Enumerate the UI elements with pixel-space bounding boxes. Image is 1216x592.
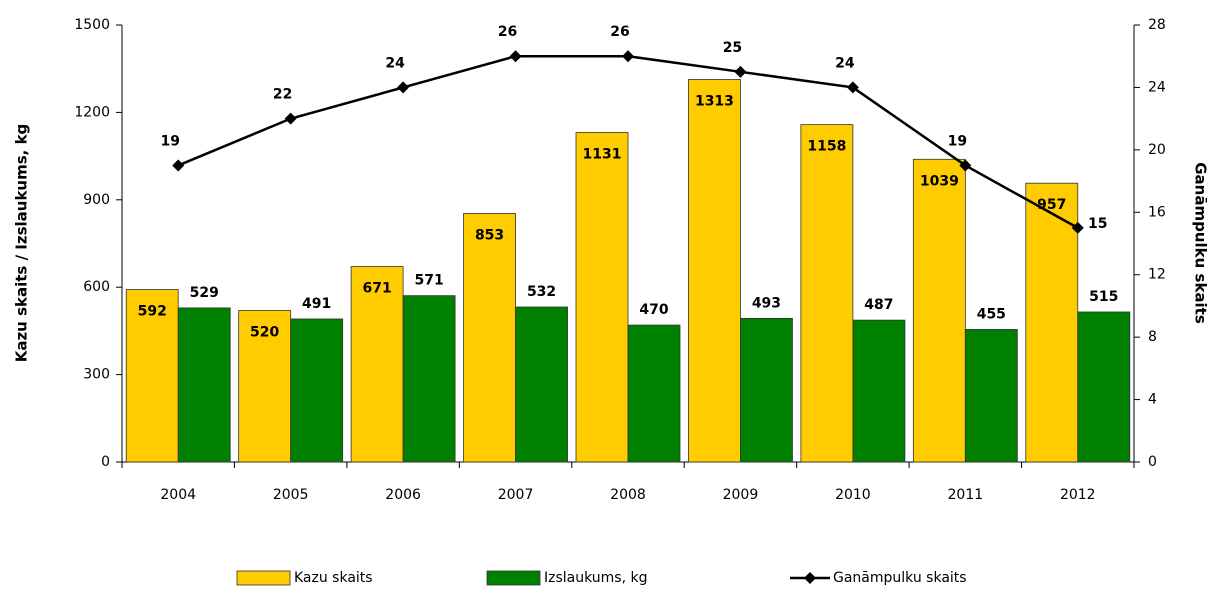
x-tick-label: 2004	[160, 487, 196, 503]
data-label: 957	[1037, 197, 1066, 213]
line-marker	[622, 50, 634, 63]
y2-tick-label: 16	[1148, 204, 1166, 220]
y2-tick-label: 0	[1148, 454, 1157, 470]
data-label: 853	[475, 227, 504, 243]
bar	[575, 132, 629, 463]
bar	[177, 307, 231, 463]
x-tick-label: 2010	[835, 487, 871, 503]
bar	[800, 124, 854, 463]
x-tick-label: 2006	[385, 487, 421, 503]
line-marker	[397, 81, 410, 94]
data-label: 493	[752, 295, 781, 311]
y2-tick-label: 4	[1148, 392, 1157, 408]
bar	[912, 158, 966, 463]
y-tick-label: 1200	[74, 104, 110, 120]
bar	[402, 295, 456, 463]
bar	[852, 319, 906, 463]
legend-label: Kazu skaits	[294, 570, 373, 586]
y-axis-label: Kazu skaits / Izslaukums, kg	[13, 124, 31, 363]
line-label: 19	[948, 133, 967, 149]
bar	[515, 306, 568, 463]
data-label: 529	[190, 285, 219, 301]
bar	[627, 324, 681, 463]
data-label: 592	[138, 304, 167, 320]
bar	[290, 318, 344, 463]
x-tick-label: 2011	[948, 487, 984, 503]
bar	[350, 266, 404, 463]
line-marker	[284, 112, 297, 125]
y2-axis-label: Ganāmpulku skaits	[1192, 162, 1210, 324]
line-label: 25	[723, 40, 742, 56]
line-label: 26	[498, 24, 517, 40]
y-tick-label: 900	[83, 192, 110, 208]
line-marker	[734, 65, 747, 78]
x-tick-label: 2012	[1060, 487, 1096, 503]
y2-tick-label: 8	[1148, 329, 1157, 345]
x-tick-label: 2008	[610, 487, 646, 503]
legend-swatch	[236, 570, 291, 586]
line-marker	[509, 50, 522, 63]
y-tick-label: 300	[83, 367, 110, 383]
line-label: 26	[610, 24, 629, 40]
x-tick-label: 2009	[723, 487, 759, 503]
legend-label: Izslaukums, kg	[544, 570, 648, 586]
x-tick-label: 2007	[498, 487, 534, 503]
data-label: 1131	[583, 147, 622, 163]
y-tick-label: 600	[83, 279, 110, 295]
y-tick-label: 1500	[74, 17, 110, 33]
line-marker	[959, 159, 972, 172]
line-label: 22	[273, 87, 292, 103]
line-marker	[172, 159, 185, 172]
data-label: 515	[1089, 289, 1118, 305]
line-label: 24	[385, 55, 405, 71]
y2-tick-label: 12	[1148, 267, 1166, 283]
data-label: 671	[362, 281, 391, 297]
data-label: 1158	[807, 139, 846, 155]
data-label: 455	[977, 306, 1006, 322]
data-label: 491	[302, 296, 331, 312]
data-label: 520	[250, 325, 279, 341]
data-label: 1313	[695, 93, 734, 109]
data-label: 470	[639, 302, 668, 318]
bar	[1077, 311, 1131, 463]
bar	[238, 310, 292, 463]
y2-tick-label: 20	[1148, 142, 1166, 158]
data-label: 532	[527, 284, 556, 300]
data-label: 571	[414, 273, 443, 289]
line-label: 24	[835, 55, 855, 71]
bar	[740, 317, 793, 463]
legend-label: Ganāmpulku skaits	[833, 570, 967, 586]
line-marker	[1071, 221, 1084, 234]
bar	[463, 213, 516, 463]
bar	[1025, 182, 1079, 463]
y2-tick-label: 24	[1148, 79, 1166, 95]
x-tick-label: 2005	[273, 487, 309, 503]
bar	[688, 79, 741, 463]
y2-tick-label: 28	[1148, 17, 1166, 33]
line-label: 15	[1088, 216, 1107, 232]
bar	[964, 329, 1018, 463]
data-label: 1039	[920, 173, 959, 189]
legend-marker	[804, 572, 816, 584]
line-label: 19	[160, 133, 179, 149]
data-label: 487	[864, 297, 893, 313]
line-marker	[846, 81, 859, 94]
y-tick-label: 0	[101, 454, 110, 470]
legend-swatch	[486, 570, 541, 586]
